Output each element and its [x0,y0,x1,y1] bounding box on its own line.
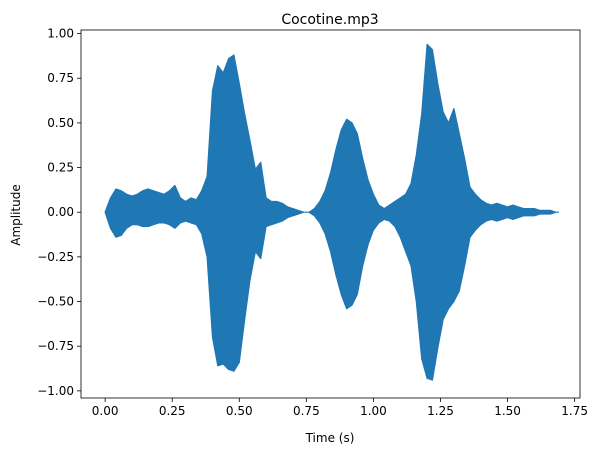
y-tick-label: 0.50 [47,116,74,130]
x-tick-label: 0.00 [92,404,119,418]
y-axis-label: Amplitude [9,184,23,246]
y-tick-label: −0.75 [37,339,74,353]
x-tick-label: 0.50 [226,404,253,418]
axes-frame [80,29,581,399]
x-tick-label: 1.50 [494,404,521,418]
y-tick-label: 0.00 [47,205,74,219]
y-tick-label: −0.25 [37,250,74,264]
x-tick-label: 1.25 [427,404,454,418]
x-tick-label: 1.75 [561,404,588,418]
x-tick-label: 0.75 [293,404,320,418]
y-tick-label: 1.00 [47,27,74,41]
x-tick-label: 1.00 [360,404,387,418]
waveform-series-0 [104,43,560,381]
x-axis-label: Time (s) [305,431,355,445]
y-tick-label: −1.00 [37,384,74,398]
axes: 0.00 0.25 0.50 0.75 1.00 1.25 1.50 1.75 1.00 0.75… [37,27,588,418]
y-tick-label: −0.50 [37,295,74,309]
chart-title: Cocotine.mp3 [281,12,378,28]
plot-area [104,43,560,381]
x-tick-label: 0.25 [159,404,186,418]
y-tick-label: 0.25 [47,161,74,175]
y-tick-label: 0.75 [47,71,74,85]
